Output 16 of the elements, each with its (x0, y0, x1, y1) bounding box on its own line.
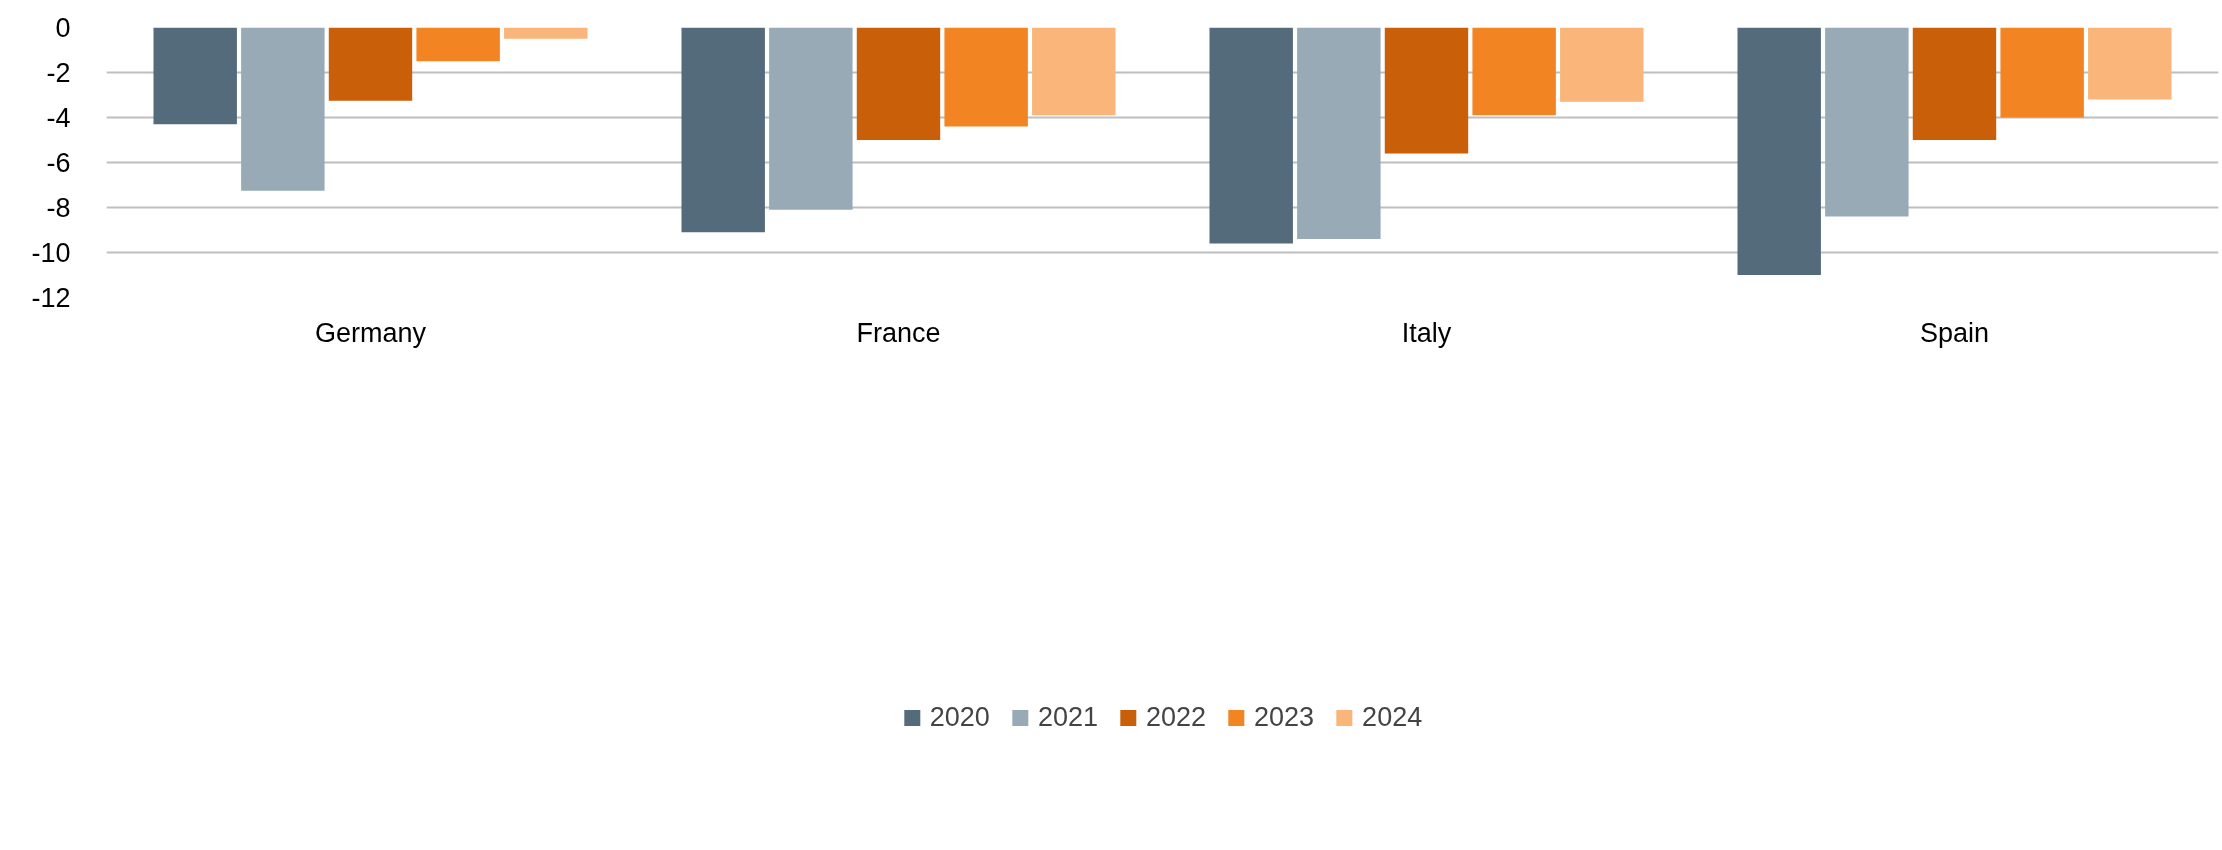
y-tick-label: -2 (46, 58, 71, 88)
x-tick-label: France (856, 317, 941, 348)
y-tick-label: -8 (46, 193, 71, 223)
y-tick-label: -10 (31, 238, 71, 268)
y-tick-label: -6 (46, 148, 71, 178)
x-tick-label: Spain (1919, 317, 1990, 348)
legend-label: 2021 (1037, 701, 1098, 733)
y-tick-label: -4 (46, 103, 71, 133)
legend-label: 2023 (1254, 701, 1315, 733)
y-tick-label: -12 (31, 283, 71, 313)
legend-label: 2022 (1145, 701, 1207, 733)
x-tick-label: Germany (314, 317, 427, 348)
legend-label: 2024 (1362, 701, 1423, 733)
x-tick-label: Italy (1401, 317, 1452, 348)
legend-label: 2020 (929, 701, 990, 733)
y-tick-label: 0 (55, 13, 71, 43)
